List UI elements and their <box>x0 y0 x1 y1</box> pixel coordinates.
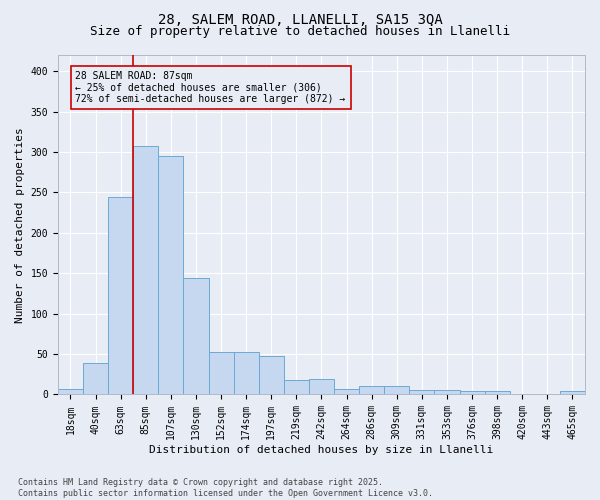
Text: 28, SALEM ROAD, LLANELLI, SA15 3QA: 28, SALEM ROAD, LLANELLI, SA15 3QA <box>158 12 442 26</box>
Bar <box>259 356 284 395</box>
Bar <box>133 146 158 394</box>
Bar <box>108 198 133 394</box>
Bar <box>409 390 434 394</box>
Bar <box>209 352 233 395</box>
Bar <box>334 389 359 394</box>
Bar <box>184 278 209 394</box>
Text: Size of property relative to detached houses in Llanelli: Size of property relative to detached ho… <box>90 25 510 38</box>
Text: 28 SALEM ROAD: 87sqm
← 25% of detached houses are smaller (306)
72% of semi-deta: 28 SALEM ROAD: 87sqm ← 25% of detached h… <box>76 71 346 104</box>
Y-axis label: Number of detached properties: Number of detached properties <box>15 127 25 322</box>
Bar <box>233 352 259 395</box>
Bar <box>58 389 83 394</box>
Bar <box>158 156 184 394</box>
Bar <box>359 386 384 394</box>
Text: Contains HM Land Registry data © Crown copyright and database right 2025.
Contai: Contains HM Land Registry data © Crown c… <box>18 478 433 498</box>
Bar <box>309 379 334 394</box>
Bar <box>460 391 485 394</box>
Bar <box>384 386 409 394</box>
Bar <box>284 380 309 394</box>
Bar <box>485 391 510 394</box>
X-axis label: Distribution of detached houses by size in Llanelli: Distribution of detached houses by size … <box>149 445 494 455</box>
Bar <box>83 363 108 394</box>
Bar <box>434 390 460 394</box>
Bar <box>560 391 585 394</box>
